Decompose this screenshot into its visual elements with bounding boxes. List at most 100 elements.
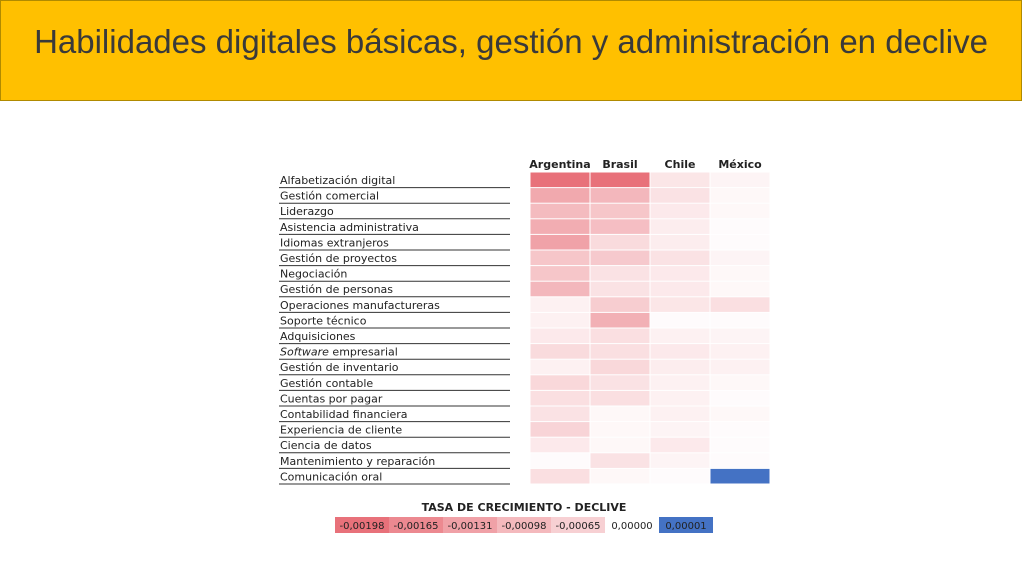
heatmap-cell (710, 297, 770, 312)
heatmap-cell (650, 281, 710, 297)
heatmap-cell (650, 172, 710, 188)
heatmap-cell (590, 172, 650, 188)
heatmap-cell (650, 234, 710, 250)
row-label: Mantenimiento y reparación (280, 455, 435, 468)
row-label: Liderazgo (280, 205, 334, 218)
heatmap-cell (530, 468, 590, 484)
heatmap-cell (650, 203, 710, 219)
heatmap-cell (710, 172, 770, 188)
heatmap-cell (590, 328, 650, 344)
heatmap-cell (650, 468, 710, 484)
heatmap-cell (650, 297, 710, 312)
heatmap-cell (710, 281, 770, 297)
heatmap-cell (650, 453, 710, 468)
heatmap-cell (590, 468, 650, 484)
legend-label: -0,00131 (448, 521, 493, 532)
heatmap-cell (650, 250, 710, 266)
heatmap-cell (710, 406, 770, 422)
heatmap-cell (710, 266, 770, 281)
heatmap-cell (710, 468, 770, 484)
heatmap-cell (710, 453, 770, 468)
heatmap-cell (590, 234, 650, 250)
legend-swatch (443, 517, 497, 533)
heatmap-cell (650, 312, 710, 328)
heatmap-cell (710, 188, 770, 203)
row-label: Gestión comercial (280, 190, 379, 203)
row-label: Cuentas por pagar (280, 392, 383, 405)
heatmap-cell (650, 437, 710, 453)
heatmap-cell (590, 297, 650, 312)
legend-label: -0,00098 (502, 521, 547, 532)
row-label: Comunicación oral (280, 470, 382, 483)
heatmap-cell (530, 172, 590, 188)
heatmap-cell (710, 422, 770, 437)
heatmap-cell (530, 344, 590, 359)
heatmap-cell (650, 390, 710, 406)
heatmap-cell (530, 375, 590, 390)
heatmap-cell (590, 250, 650, 266)
row-label: Operaciones manufactureras (280, 299, 440, 312)
heatmap-cell (530, 312, 590, 328)
row-label: Ciencia de datos (280, 439, 372, 452)
row-label: Gestión de inventario (280, 361, 399, 374)
heatmap-cell (590, 437, 650, 453)
heatmap-cell (650, 328, 710, 344)
column-header: Chile (665, 158, 696, 171)
heatmap-cell (590, 266, 650, 281)
heatmap-cell (650, 344, 710, 359)
heatmap-cell (710, 375, 770, 390)
heatmap-cell (530, 281, 590, 297)
heatmap-cell (590, 219, 650, 234)
heatmap-cell (590, 203, 650, 219)
row-label: Adquisiciones (280, 330, 356, 343)
legend-label: -0,00198 (340, 521, 385, 532)
heatmap-cell (710, 234, 770, 250)
heatmap-cell (650, 266, 710, 281)
heatmap-cell (710, 328, 770, 344)
heatmap-cell (590, 453, 650, 468)
row-label: Asistencia administrativa (280, 221, 419, 234)
heatmap-cell (530, 234, 590, 250)
heatmap-cell (650, 422, 710, 437)
legend-swatch (389, 517, 443, 533)
heatmap-cell (650, 219, 710, 234)
heatmap-cell (590, 359, 650, 375)
heatmap-cell (590, 375, 650, 390)
heatmap-cell (710, 390, 770, 406)
legend-swatch (605, 517, 659, 533)
heatmap-cell (530, 203, 590, 219)
heatmap-cell (710, 359, 770, 375)
slide-title: Habilidades digitales básicas, gestión y… (34, 23, 988, 60)
row-label: Idiomas extranjeros (280, 236, 389, 249)
heatmap-cell (530, 437, 590, 453)
legend-swatch (659, 517, 713, 533)
row-label: Alfabetización digital (280, 174, 395, 187)
heatmap-cell (530, 297, 590, 312)
heatmap-cell (590, 406, 650, 422)
heatmap-cell (590, 390, 650, 406)
heatmap-cell (530, 453, 590, 468)
heatmap-cell (530, 266, 590, 281)
legend-label: 0,00000 (611, 521, 652, 532)
heatmap-cell (530, 219, 590, 234)
column-header: Argentina (529, 158, 590, 171)
legend-title: TASA DE CRECIMIENTO - DECLIVE (422, 501, 627, 514)
legend-swatch (335, 517, 389, 533)
legend-label: -0,00065 (556, 521, 601, 532)
heatmap-cell (650, 406, 710, 422)
row-label: Gestión contable (280, 377, 373, 390)
heatmap-cell (590, 188, 650, 203)
heatmap-cell (530, 188, 590, 203)
legend-swatch (497, 517, 551, 533)
heatmap-cell (710, 344, 770, 359)
heatmap-cell (710, 203, 770, 219)
heatmap-cell (530, 250, 590, 266)
heatmap-cell (710, 437, 770, 453)
heatmap-cell (530, 406, 590, 422)
row-label: Software empresarial (280, 346, 398, 359)
heatmap-cell (650, 359, 710, 375)
heatmap-cell (590, 281, 650, 297)
legend-swatch (551, 517, 605, 533)
legend-label: -0,00165 (394, 521, 439, 532)
